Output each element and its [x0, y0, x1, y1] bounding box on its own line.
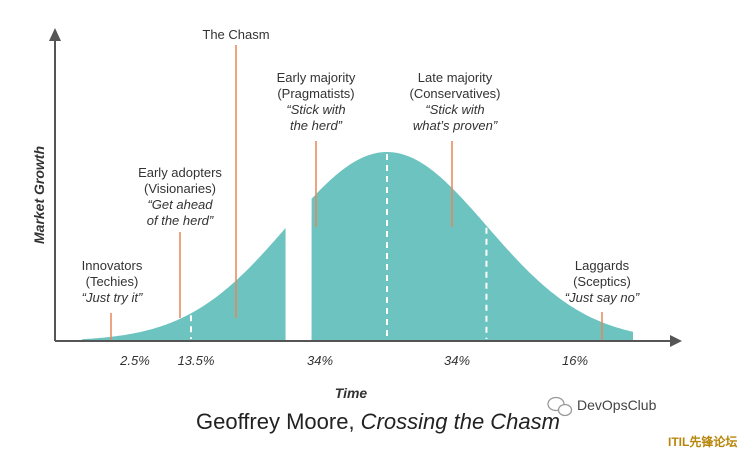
- late-majority-name: Late majority: [418, 70, 493, 85]
- innovators-share: 2.5%: [119, 353, 150, 368]
- x-axis-label: Time: [335, 385, 368, 401]
- early-adopters-share: 13.5%: [178, 353, 215, 368]
- late-majority-share: 34%: [444, 353, 470, 368]
- chasm-label: The Chasm: [202, 27, 269, 42]
- early-majority-quote-2: the herd”: [290, 118, 343, 133]
- late-majority-subtitle: (Conservatives): [409, 86, 500, 101]
- y-axis-arrow: [49, 28, 61, 41]
- laggards-quote: “Just say no”: [565, 290, 640, 305]
- late-majority-quote-2: what’s proven”: [413, 118, 498, 133]
- early-adopters-name: Early adopters: [138, 165, 222, 180]
- watermark-brand: DevOpsClub: [577, 397, 657, 413]
- early-majority-name: Early majority: [277, 70, 356, 85]
- curve-area-left: [82, 228, 286, 341]
- early-adopters-subtitle: (Visionaries): [144, 181, 216, 196]
- y-axis-label: Market Growth: [31, 146, 47, 244]
- early-majority-share: 34%: [307, 353, 333, 368]
- laggards-name: Laggards: [575, 258, 630, 273]
- innovators-subtitle: (Techies): [86, 274, 139, 289]
- early-majority-subtitle: (Pragmatists): [277, 86, 354, 101]
- innovators-quote: “Just try it”: [82, 290, 143, 305]
- innovators-name: Innovators: [82, 258, 143, 273]
- laggards-subtitle: (Sceptics): [573, 274, 631, 289]
- laggards-share: 16%: [562, 353, 588, 368]
- watermark-forum: ITIL先锋论坛: [668, 434, 737, 449]
- early-adopters-quote-1: “Get ahead: [147, 197, 213, 212]
- early-majority-quote-1: “Stick with: [286, 102, 345, 117]
- x-axis-arrow: [670, 335, 682, 347]
- late-majority-quote-1: “Stick with: [425, 102, 484, 117]
- caption-author: Geoffrey Moore,: [196, 409, 361, 434]
- wechat-icon: [547, 396, 573, 417]
- early-adopters-quote-2: of the herd”: [147, 213, 214, 228]
- curve-area-right: [311, 152, 633, 341]
- caption: Geoffrey Moore, Crossing the Chasm: [196, 409, 560, 434]
- caption-title: Crossing the Chasm: [361, 409, 560, 434]
